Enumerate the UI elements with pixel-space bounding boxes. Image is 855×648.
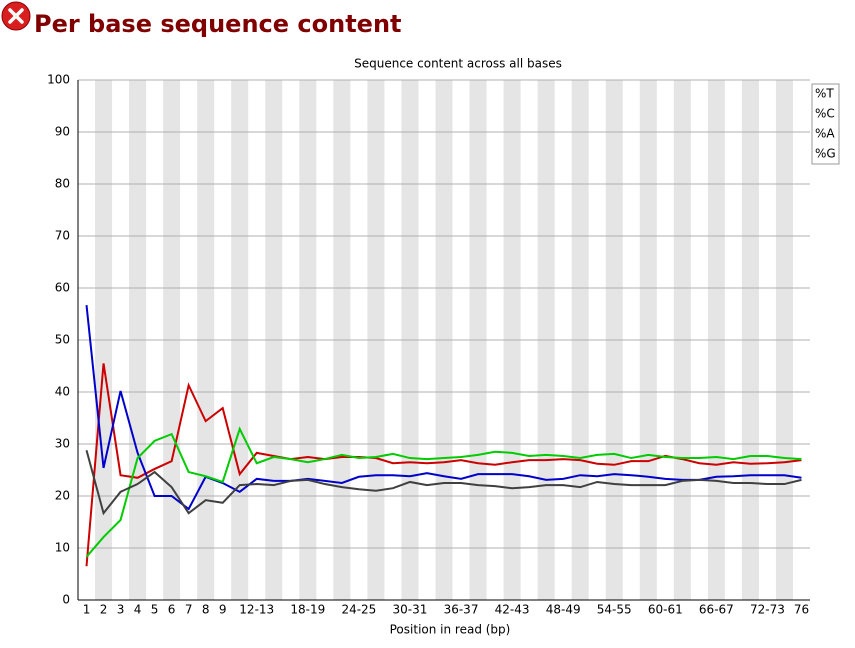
y-tick-label: 0 (62, 593, 70, 607)
legend-entry: %C (815, 107, 835, 121)
x-tick-label: 9 (219, 603, 227, 617)
x-tick-label: 72-73 (750, 603, 785, 617)
x-tick-label: 42-43 (495, 603, 530, 617)
y-tick-label: 60 (55, 281, 70, 295)
error-icon (1, 1, 31, 31)
x-tick-label: 18-19 (290, 603, 325, 617)
x-tick-label: 76 (794, 603, 809, 617)
legend-box (811, 83, 840, 165)
y-tick-label: 40 (55, 385, 70, 399)
y-tick-label: 10 (55, 541, 70, 555)
x-tick-label: 24-25 (341, 603, 376, 617)
y-tick-label: 90 (55, 125, 70, 139)
y-tick-label: 80 (55, 177, 70, 191)
chart-title: Sequence content across all bases (354, 57, 562, 71)
x-tick-label: 48-49 (546, 603, 581, 617)
x-tick-label: 66-67 (699, 603, 734, 617)
legend-entry: %T (815, 87, 834, 101)
legend-entry: %A (815, 127, 835, 141)
legend-entry: %G (815, 147, 836, 161)
x-tick-label: 6 (168, 603, 176, 617)
y-tick-label: 70 (55, 229, 70, 243)
x-tick-label: 2 (100, 603, 108, 617)
y-tick-label: 30 (55, 437, 70, 451)
x-tick-label: 3 (117, 603, 125, 617)
x-tick-label: 1 (83, 603, 91, 617)
y-tick-label: 100 (47, 73, 70, 87)
x-tick-label: 8 (202, 603, 210, 617)
x-tick-label: 12-13 (239, 603, 274, 617)
x-tick-label: 30-31 (393, 603, 428, 617)
series-line (85, 426, 802, 558)
y-tick-label: 20 (55, 489, 70, 503)
x-tick-label: 36-37 (444, 603, 479, 617)
x-tick-label: 4 (134, 603, 142, 617)
page-title: Per base sequence content (34, 10, 402, 38)
series-line (85, 449, 802, 516)
x-tick-label: 60-61 (648, 603, 683, 617)
x-tick-label: 7 (185, 603, 193, 617)
x-tick-label: 5 (151, 603, 159, 617)
x-axis-label: Position in read (bp) (390, 623, 511, 637)
series-line (85, 363, 802, 567)
x-tick-label: 54-55 (597, 603, 632, 617)
y-tick-label: 50 (55, 333, 70, 347)
